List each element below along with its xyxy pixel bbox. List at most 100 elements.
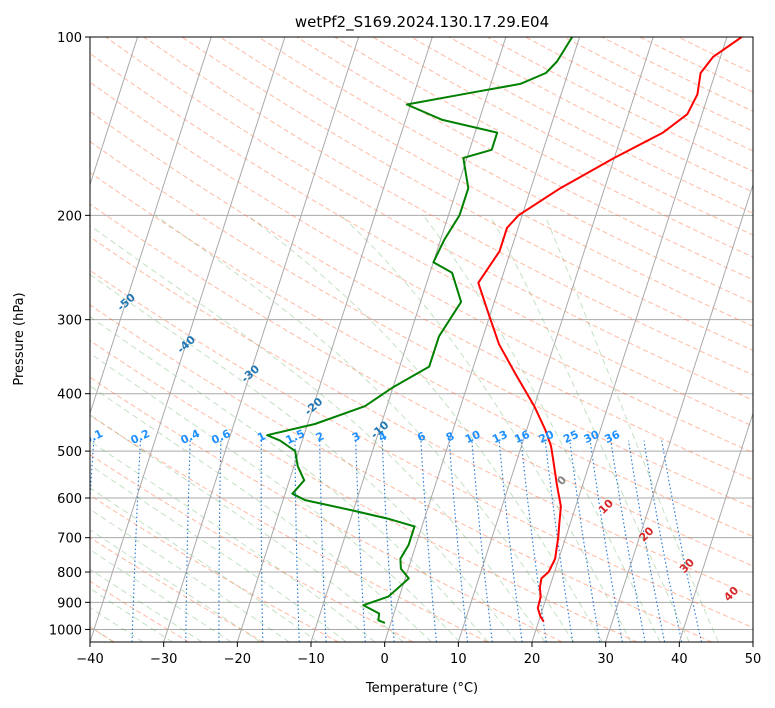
isotherm-label: -70 xyxy=(0,191,23,214)
mixing-ratio-line xyxy=(643,440,683,642)
moist-adiabat-label-text: 30 xyxy=(677,556,697,576)
mixing-ratio-label-text: 0.2 xyxy=(129,427,152,447)
mixing-ratio-label: 13 xyxy=(490,428,509,446)
mixing-ratio-label-text: 0.1 xyxy=(82,427,105,447)
mixing-ratio-line xyxy=(355,440,366,642)
isotherm-line xyxy=(678,411,753,642)
dry-adiabats xyxy=(90,37,753,642)
x-tick-label: 50 xyxy=(745,652,762,667)
dry-adiabat xyxy=(639,37,753,93)
mixing-ratio-line xyxy=(520,440,547,642)
dry-adiabat xyxy=(143,37,753,376)
dry-adiabat xyxy=(90,171,753,538)
isotherm-label: -60 xyxy=(55,245,79,268)
mixing-ratio-label-text: 13 xyxy=(490,428,509,446)
plot-frame xyxy=(89,36,754,643)
dry-adiabat xyxy=(90,536,264,642)
isotherm-label: -20 xyxy=(302,395,326,418)
isotherm-lines xyxy=(0,37,753,642)
dry-adiabat xyxy=(90,494,339,642)
isotherm-label: -30 xyxy=(239,362,263,385)
mixing-ratio-line xyxy=(90,440,95,506)
dry-adiabat xyxy=(90,376,563,642)
y-tick-label: 300 xyxy=(57,314,82,329)
mixing-ratio-label: 0.4 xyxy=(179,427,202,447)
temperature-line xyxy=(477,37,743,623)
x-tick-label: −30 xyxy=(150,652,177,667)
mixing-ratio-line xyxy=(294,440,300,642)
mixing-ratio-label-text: 6 xyxy=(415,429,428,444)
isotherm-line xyxy=(0,37,64,642)
dry-adiabat xyxy=(90,81,753,454)
dry-adiabat xyxy=(486,37,753,172)
mixing-ratio-line xyxy=(589,440,623,642)
dry-adiabat xyxy=(90,414,488,642)
y-tick-label: 900 xyxy=(57,596,82,611)
mixing-ratio-label: 1 xyxy=(255,429,267,444)
dry-adiabat xyxy=(90,339,638,642)
mixing-ratio-label-text: 1 xyxy=(255,429,267,444)
pressure-gridlines xyxy=(90,37,753,630)
isotherm-line xyxy=(605,183,753,642)
isotherm-line xyxy=(310,37,507,642)
x-tick-label: −20 xyxy=(224,652,251,667)
line-labels: -100-90-80-70-60-50-40-30-20-100.10.20.4… xyxy=(0,191,742,604)
y-axis-ticks: 100 200 300 400 500 600 700 800 900 1000 xyxy=(49,31,90,638)
isotherm-label-text: -20 xyxy=(302,395,326,418)
isotherm-label-text: -40 xyxy=(175,333,199,356)
isotherm-line xyxy=(457,37,654,642)
moist-adiabat-label-text: 40 xyxy=(721,584,741,604)
mixing-ratio-label-text: 20 xyxy=(537,428,557,446)
dry-adiabat xyxy=(90,140,753,509)
x-tick-label: 0 xyxy=(381,652,389,667)
moist-adiabat xyxy=(90,225,546,642)
dry-adiabat xyxy=(525,37,753,152)
isotherm-label-text: -30 xyxy=(239,362,263,385)
dry-adiabat xyxy=(90,269,753,629)
dry-adiabat xyxy=(677,37,753,74)
moist-adiabat-label: 20 xyxy=(637,524,657,544)
moist-adiabat xyxy=(90,440,376,642)
mixing-ratio-lines xyxy=(90,440,703,642)
profile-series xyxy=(266,37,743,624)
chart-title: wetPf2_S169.2024.130.17.29.E04 xyxy=(295,13,549,32)
plot-area: -100-90-80-70-60-50-40-30-20-100.10.20.4… xyxy=(0,37,753,642)
moist-adiabat xyxy=(90,487,319,642)
mixing-ratio-line xyxy=(627,440,666,642)
isotherm-line xyxy=(752,640,753,642)
dry-adiabat xyxy=(90,110,753,481)
dry-adiabat xyxy=(90,203,753,567)
isotherm-line xyxy=(163,37,360,642)
x-axis-ticks: −40 −30 −20 −10 0 10 20 30 40 50 xyxy=(76,642,761,667)
mixing-ratio-line xyxy=(420,440,437,642)
moist-adiabat xyxy=(90,385,432,642)
moist-adiabat xyxy=(155,214,575,642)
moist-adiabat-label-text: 20 xyxy=(637,524,657,544)
mixing-ratio-label: 2 xyxy=(314,429,326,444)
moist-adiabat xyxy=(340,214,632,642)
y-tick-label: 100 xyxy=(57,31,82,46)
isotherm-label-text: -70 xyxy=(0,191,23,214)
mixing-ratio-line xyxy=(610,440,646,642)
dry-adiabat xyxy=(90,580,190,642)
x-tick-label: 40 xyxy=(671,652,688,667)
mixing-ratio-line xyxy=(448,440,469,642)
mixing-ratio-label: 0.1 xyxy=(82,427,105,447)
moist-adiabat xyxy=(544,215,719,642)
dry-adiabat xyxy=(258,37,753,304)
dry-adiabat xyxy=(601,37,753,112)
mixing-ratio-label: 16 xyxy=(512,428,532,446)
mixing-ratio-label-text: 8 xyxy=(444,429,456,444)
mixing-ratio-label: 6 xyxy=(415,429,428,444)
mixing-ratio-label-text: 30 xyxy=(582,428,602,446)
isotherm-label-text: -60 xyxy=(55,245,79,268)
dry-adiabat xyxy=(90,454,414,642)
dry-adiabat xyxy=(90,236,753,598)
mixing-ratio-label: 8 xyxy=(444,429,456,444)
y-tick-label: 500 xyxy=(57,445,82,460)
mixing-ratio-label-text: 10 xyxy=(463,428,483,446)
y-tick-label: 200 xyxy=(57,209,82,224)
moist-adiabat-label: 40 xyxy=(721,584,741,604)
x-tick-label: −10 xyxy=(297,652,324,667)
isotherm-label: -40 xyxy=(175,333,199,356)
